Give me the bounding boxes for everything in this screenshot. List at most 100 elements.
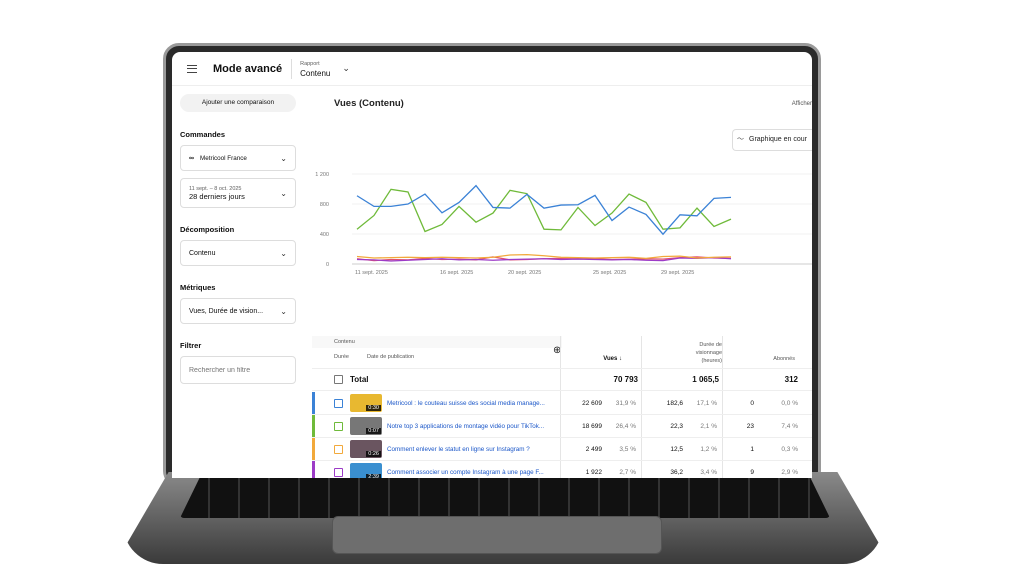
video-title-link[interactable]: Notre top 3 applications de montage vidé… (387, 422, 545, 430)
subs-pct: 7,4 % (781, 422, 798, 430)
breakdown-select[interactable]: Contenu ⌄ (180, 240, 296, 266)
series-line (356, 184, 732, 236)
series-color-bar (312, 392, 315, 414)
date-range-select[interactable]: 11 sept. – 8 oct. 2025 28 derniers jours ⌄ (180, 178, 296, 208)
subs-pct: 2,9 % (781, 468, 798, 476)
row-checkbox[interactable] (334, 421, 343, 431)
watch-value: 36,2 (670, 468, 683, 476)
col-views[interactable]: Vues ↓ (603, 356, 622, 362)
video-thumbnail[interactable]: 0:07 (350, 417, 382, 435)
views-value: 18 699 (582, 422, 602, 430)
chart-type-label: Graphique en cour (749, 136, 807, 143)
views-value: 2 499 (585, 445, 602, 453)
col-watch-time[interactable]: Durée de visionnage (heures) (695, 342, 722, 364)
main-panel: Vues (Contenu) Afficher 〜 Graphique en co… (312, 86, 812, 478)
video-thumbnail[interactable]: 0:26 (350, 440, 382, 458)
video-thumbnail[interactable]: 2:39 (350, 463, 382, 478)
watch-value: 22,3 (670, 422, 683, 430)
subs-value: 0 (750, 399, 754, 407)
line-chart-icon: 〜 (737, 136, 744, 143)
col-content: Contenu (334, 339, 355, 345)
video-duration: 0:26 (366, 451, 381, 457)
video-duration: 2:39 (366, 474, 381, 478)
keyboard (180, 478, 830, 518)
video-title-link[interactable]: Comment enlever le statut en ligne sur I… (387, 445, 530, 453)
filter-label: Filtrer (180, 341, 202, 350)
series-line (356, 188, 732, 233)
x-tick-label: 16 sept. 2025 (440, 270, 473, 276)
chevron-down-icon: ⌄ (280, 248, 287, 258)
breakdown-value: Contenu (189, 249, 216, 257)
video-title-link[interactable]: Metricool : le couteau suisse des social… (387, 399, 545, 407)
chart-type-button[interactable]: 〜 Graphique en cour (732, 129, 812, 151)
row-checkbox[interactable] (334, 467, 343, 477)
total-watch: 1 065,5 (692, 375, 719, 384)
views-pct: 3,5 % (619, 445, 636, 453)
video-title-link[interactable]: Comment associer un compte Instagram à u… (387, 468, 544, 476)
sidebar: Ajouter une comparaison Commandes ∞ Metri… (172, 86, 307, 478)
watch-pct: 2,1 % (700, 422, 717, 430)
watch-pct: 17,1 % (696, 399, 717, 407)
watch-value: 12,5 (670, 445, 683, 453)
x-tick-label: 11 sept. 2025 (355, 270, 388, 276)
trackpad (332, 516, 662, 554)
subs-value: 23 (746, 422, 754, 430)
chart-title: Vues (Contenu) (334, 98, 404, 109)
page-title: Mode avancé (213, 62, 283, 75)
metrics-select[interactable]: Vues, Durée de vision... ⌄ (180, 298, 296, 324)
screen: Mode avancé Rapport Contenu ⌄ Ajouter un… (172, 52, 812, 478)
views-pct: 2,7 % (619, 468, 636, 476)
watch-pct: 1,2 % (700, 445, 717, 453)
video-thumbnail[interactable]: 0:30 (350, 394, 382, 412)
total-subs: 312 (784, 375, 798, 384)
subs-pct: 0,0 % (781, 399, 798, 407)
video-duration: 0:30 (366, 405, 381, 411)
video-duration: 0:07 (366, 428, 381, 434)
watch-pct: 3,4 % (700, 468, 717, 476)
channel-logo-icon: ∞ (189, 154, 194, 162)
x-tick-label: 20 sept. 2025 (508, 270, 541, 276)
subs-pct: 0,3 % (781, 445, 798, 453)
chevron-down-icon[interactable]: ⌄ (342, 63, 350, 73)
add-column-icon[interactable]: ⊕ (553, 345, 562, 356)
col-duration[interactable]: Durée (334, 354, 349, 360)
table-row[interactable]: 0:07 Notre top 3 applications de montage… (312, 415, 812, 438)
commands-label: Commandes (180, 130, 226, 139)
row-checkbox[interactable] (334, 398, 343, 408)
breakdown-label: Décomposition (180, 225, 235, 234)
add-comparison-button[interactable]: Ajouter une comparaison (180, 94, 296, 112)
metrics-value: Vues, Durée de vision... (189, 307, 264, 315)
report-selector[interactable]: Rapport Contenu (291, 58, 331, 79)
views-value: 1 922 (585, 468, 602, 476)
series-color-bar (312, 415, 315, 437)
views-pct: 31,9 % (615, 399, 636, 407)
sort-down-icon: ↓ (619, 356, 622, 362)
chevron-down-icon: ⌄ (280, 153, 287, 163)
views-pct: 26,4 % (615, 422, 636, 430)
table-row[interactable]: 0:30 Metricool : le couteau suisse des s… (312, 392, 812, 415)
x-tick-label: 25 sept. 2025 (593, 270, 626, 276)
y-tick-label: 400 (320, 232, 329, 238)
table-row[interactable]: 0:26 Comment enlever le statut en ligne … (312, 438, 812, 461)
series-line (356, 256, 732, 262)
total-views: 70 793 (613, 375, 638, 384)
col-pubdate[interactable]: Date de publication (367, 354, 415, 360)
table-row[interactable]: 2:39 Comment associer un compte Instagra… (312, 461, 812, 478)
chevron-down-icon: ⌄ (280, 306, 287, 316)
col-subscribers[interactable]: Abonnés (773, 356, 795, 362)
channel-select[interactable]: ∞ Metricool France ⌄ (180, 145, 296, 171)
show-link[interactable]: Afficher (791, 101, 812, 107)
subs-value: 9 (750, 468, 754, 476)
subs-value: 1 (750, 445, 754, 453)
channel-name: Metricool France (200, 154, 247, 162)
views-line-chart: 1 200 800 400 0 11 sept. 2025 16 sept. 2025 20… (315, 172, 812, 276)
menu-icon[interactable] (187, 64, 197, 73)
series-color-bar (312, 438, 315, 460)
filter-input[interactable] (180, 356, 296, 384)
total-checkbox[interactable] (334, 375, 343, 384)
report-value: Contenu (300, 68, 331, 78)
top-bar: Mode avancé Rapport Contenu ⌄ (172, 52, 812, 86)
chevron-down-icon: ⌄ (280, 188, 287, 198)
row-checkbox[interactable] (334, 444, 343, 454)
total-row: Total 70 793 1 065,5 312 (312, 368, 812, 391)
